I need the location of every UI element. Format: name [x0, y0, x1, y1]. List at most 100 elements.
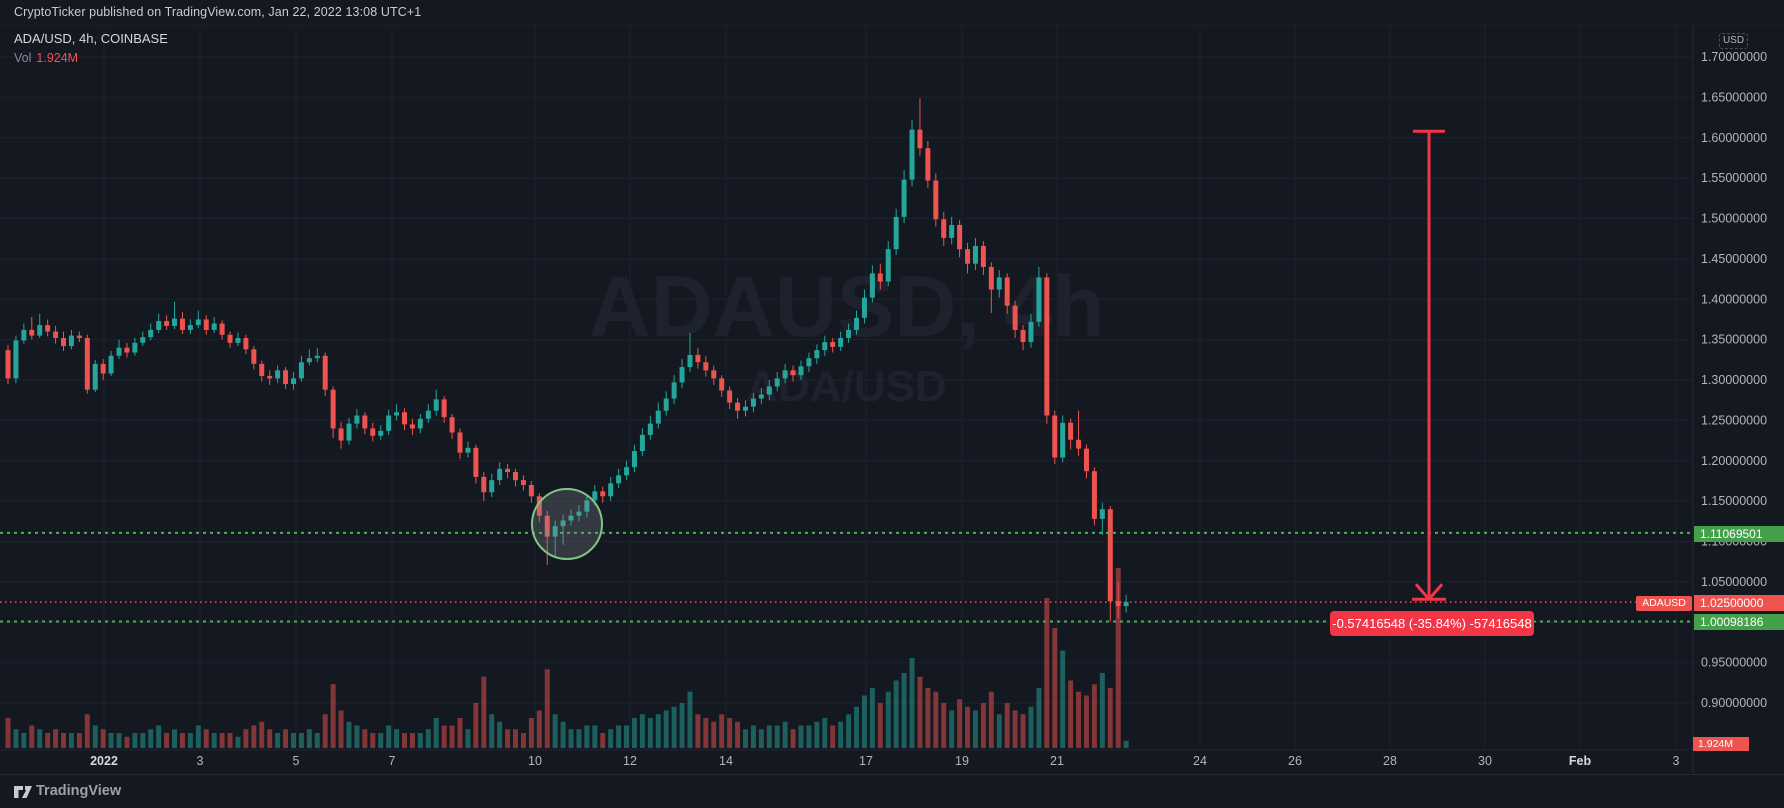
time-axis-label[interactable]: 28 [1383, 754, 1397, 768]
volume-bar [164, 733, 170, 748]
time-axis-label[interactable]: 12 [623, 754, 637, 768]
candle-body [703, 362, 709, 371]
currency-chip[interactable]: USD [1719, 33, 1748, 49]
candle-body [1020, 329, 1026, 343]
volume-bar [1083, 695, 1089, 748]
volume-bar [782, 721, 788, 748]
volume-bar [195, 725, 201, 748]
candle-body [965, 249, 971, 264]
price-axis-label[interactable]: 0.90000000 [1701, 696, 1767, 710]
volume-bar [655, 714, 661, 748]
price-axis-label[interactable]: 1.70000000 [1701, 50, 1767, 64]
volume-bar [505, 729, 511, 748]
candle-body [528, 484, 534, 497]
volume-bar [211, 733, 217, 748]
candle-body [473, 447, 479, 477]
time-axis-label[interactable]: 2022 [90, 754, 118, 768]
candle-body [29, 329, 35, 336]
volume-bar [1060, 650, 1066, 748]
candle-body [1044, 277, 1050, 416]
symbol-price-tag: ADAUSD [1636, 596, 1692, 611]
volume-bar [1107, 688, 1113, 748]
volume-bar [980, 703, 986, 748]
candle-body [481, 476, 487, 493]
price-axis-label[interactable]: 0.95000000 [1701, 656, 1767, 670]
candle-body [624, 467, 630, 476]
price-axis-label[interactable]: 1.60000000 [1701, 131, 1767, 145]
volume-bar [1020, 714, 1026, 748]
candle-body [306, 358, 312, 363]
volume-bar [92, 725, 98, 748]
candle-body [45, 325, 51, 332]
volume-bar [830, 725, 836, 748]
candle-body [1123, 602, 1129, 607]
volume-bar [996, 714, 1002, 748]
volume-bar [132, 733, 138, 748]
volume-bar [774, 725, 780, 748]
time-axis-label[interactable]: 24 [1193, 754, 1207, 768]
highlight-circle-annotation[interactable] [531, 488, 603, 560]
candle-body [92, 363, 98, 390]
time-axis-label[interactable]: 14 [719, 754, 733, 768]
volume-axis-label: 1.924M [1693, 737, 1749, 751]
price-axis-label[interactable]: 1.35000000 [1701, 333, 1767, 347]
time-axis-label[interactable]: 17 [859, 754, 873, 768]
measurement-label[interactable]: -0.57416548 (-35.84%) -57416548 [1330, 611, 1534, 636]
candle-body [679, 367, 685, 383]
price-axis-label[interactable]: 1.30000000 [1701, 373, 1767, 387]
candle-body [592, 491, 598, 501]
volume-bar [513, 729, 519, 748]
price-axis-label[interactable]: 1.45000000 [1701, 252, 1767, 266]
volume-bar [949, 710, 955, 748]
candle-body [195, 319, 201, 326]
candle-body [957, 224, 963, 250]
volume-bar [314, 733, 320, 748]
candle-body [354, 415, 360, 424]
candle-body [227, 334, 233, 343]
candle-body [560, 520, 566, 527]
time-axis-label[interactable]: 3 [197, 754, 204, 768]
candle-body [806, 358, 812, 367]
time-axis-label[interactable]: 26 [1288, 754, 1302, 768]
tradingview-logo-icon[interactable] [13, 782, 33, 802]
price-axis-label[interactable]: 1.15000000 [1701, 494, 1767, 508]
candle-body [742, 406, 748, 411]
chart-legend[interactable]: ADA/USD, 4h, COINBASE Vol 1.924M [14, 31, 168, 65]
time-axis-label[interactable]: 21 [1050, 754, 1064, 768]
volume-label: Vol [14, 51, 32, 65]
tradingview-brand-text[interactable]: TradingView [36, 783, 122, 799]
candle-body [489, 480, 495, 493]
volume-bar [338, 710, 344, 748]
candle-body [1028, 321, 1034, 343]
candle-body [782, 370, 788, 379]
time-axis-label[interactable]: 30 [1478, 754, 1492, 768]
price-axis-label[interactable]: 1.65000000 [1701, 90, 1767, 104]
time-axis-label[interactable]: 7 [389, 754, 396, 768]
candle-body [1012, 305, 1018, 330]
price-axis-label[interactable]: 1.05000000 [1701, 575, 1767, 589]
volume-bar [330, 684, 336, 748]
volume-bar [378, 733, 384, 748]
time-axis-label[interactable]: 5 [293, 754, 300, 768]
time-axis-label[interactable]: 3 [1673, 754, 1680, 768]
candle-body [727, 390, 733, 403]
volume-bar [409, 733, 415, 748]
price-axis-label[interactable]: 1.40000000 [1701, 292, 1767, 306]
price-axis-label[interactable]: 1.20000000 [1701, 454, 1767, 468]
time-axis-label[interactable]: 19 [955, 754, 969, 768]
volume-bar [481, 676, 487, 748]
candle-body [1076, 439, 1082, 449]
volume-bar [283, 729, 289, 748]
time-axis-label[interactable]: 10 [528, 754, 542, 768]
last-price-label: 1.02500000 [1694, 595, 1784, 611]
price-axis-label[interactable]: 1.50000000 [1701, 212, 1767, 226]
candle-body [362, 415, 368, 429]
candle-body [283, 370, 289, 385]
time-axis-label[interactable]: Feb [1569, 754, 1592, 768]
legend-symbol[interactable]: ADA/USD, 4h, COINBASE [14, 31, 168, 46]
price-axis-label[interactable]: 1.55000000 [1701, 171, 1767, 185]
candle-body [394, 412, 400, 416]
price-axis-label[interactable]: 1.25000000 [1701, 413, 1767, 427]
candle-body [536, 496, 542, 516]
